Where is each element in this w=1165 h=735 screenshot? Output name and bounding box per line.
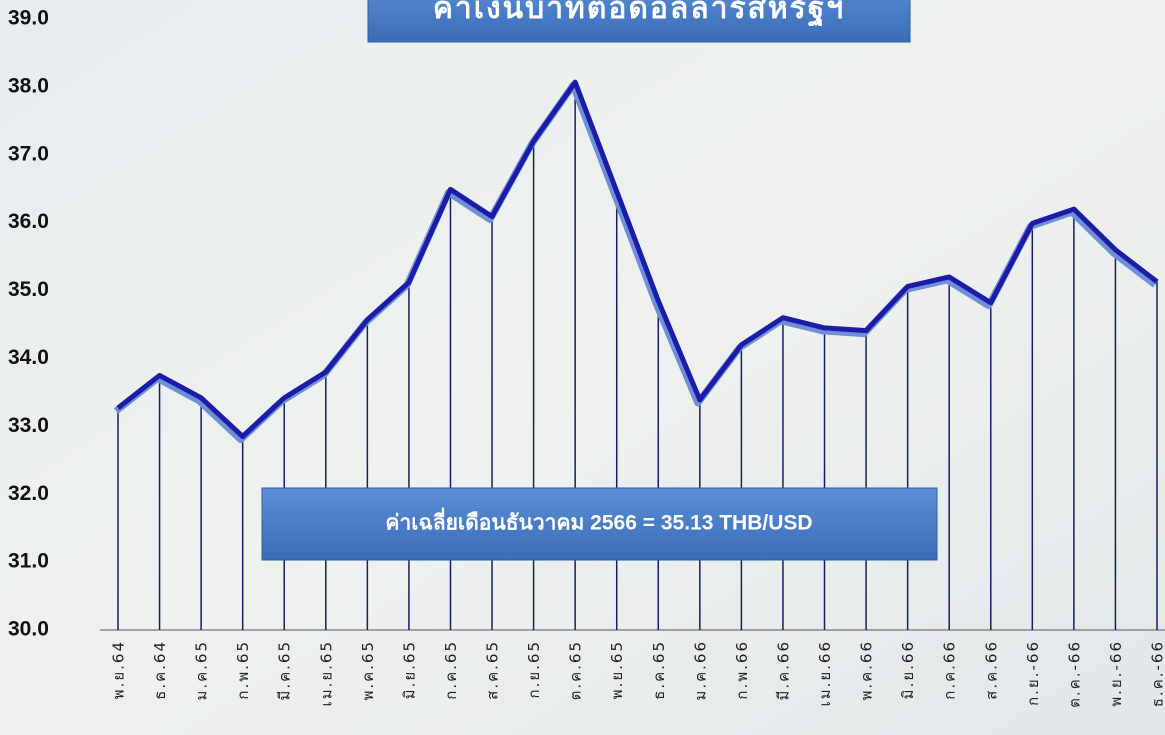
x-tick-label: พ.ย.-66	[1107, 640, 1125, 707]
y-tick-label: 35.0	[8, 278, 49, 301]
x-tick-label: ต.ค.-66	[1065, 640, 1083, 708]
x-tick-label: ก.ย.65	[525, 640, 543, 699]
page: {"chart_data": {"type": "line", "title":…	[0, 0, 1165, 735]
x-tick-label: พ.ค.66	[858, 640, 876, 701]
x-tick-label: มี.ค.65	[276, 640, 294, 701]
x-tick-label: เม.ย.65	[317, 640, 335, 706]
x-tick-label: ส.ค.65	[484, 640, 502, 700]
x-tick-label: มิ.ย.65	[400, 640, 418, 699]
x-tick-label: พ.ค.65	[359, 640, 377, 701]
y-tick-label: 32.0	[8, 482, 49, 505]
x-tick-label: ธ.ค.64	[151, 640, 169, 700]
y-tick-label: 33.0	[8, 414, 49, 437]
x-tick-label: เม.ย.66	[816, 640, 834, 706]
x-tick-label: ก.พ.65	[234, 640, 252, 700]
y-tick-label: 38.0	[8, 74, 49, 97]
x-tick-label: ธ.ค.-66	[1149, 640, 1165, 707]
y-tick-label: 34.0	[8, 346, 49, 369]
x-tick-label: ก.พ.66	[733, 640, 751, 700]
y-tick-label: 30.0	[8, 618, 49, 641]
y-tick-label: 36.0	[8, 210, 49, 233]
x-tick-label: ต.ค.65	[567, 640, 585, 700]
annotation: ค่าเฉลี่ยเดือนธันวาคม 2566 = 35.13 THB/U…	[385, 507, 812, 535]
x-tick-label: ม.ค.66	[691, 640, 709, 701]
y-tick-label: 31.0	[8, 550, 49, 573]
x-tick-label: ส.ค.66	[982, 640, 1000, 700]
x-tick-label: ก.ค.66	[941, 640, 959, 700]
x-tick-label: มิ.ย.66	[899, 640, 917, 699]
x-tick-label: มี.ค.66	[774, 640, 792, 701]
x-tick-label: พ.ย.64	[110, 640, 128, 699]
y-tick-label: 37.0	[8, 142, 49, 165]
chart: ค่าเงินบาทต่อดอลลาร์สหรัฐฯ 30.0 31.0 32.0 3…	[0, 0, 1165, 735]
x-tick-label: พ.ย.65	[608, 640, 626, 699]
x-tick-label: ม.ค.65	[193, 640, 211, 701]
y-tick-label: 39.0	[8, 7, 49, 30]
chart-title: ค่าเงินบาทต่อดอลลาร์สหรัฐฯ	[433, 0, 845, 28]
x-tick-label: ก.ย.-66	[1024, 640, 1042, 706]
x-tick-label: ก.ค.65	[442, 640, 460, 700]
x-tick-label: ธ.ค.65	[650, 640, 668, 700]
